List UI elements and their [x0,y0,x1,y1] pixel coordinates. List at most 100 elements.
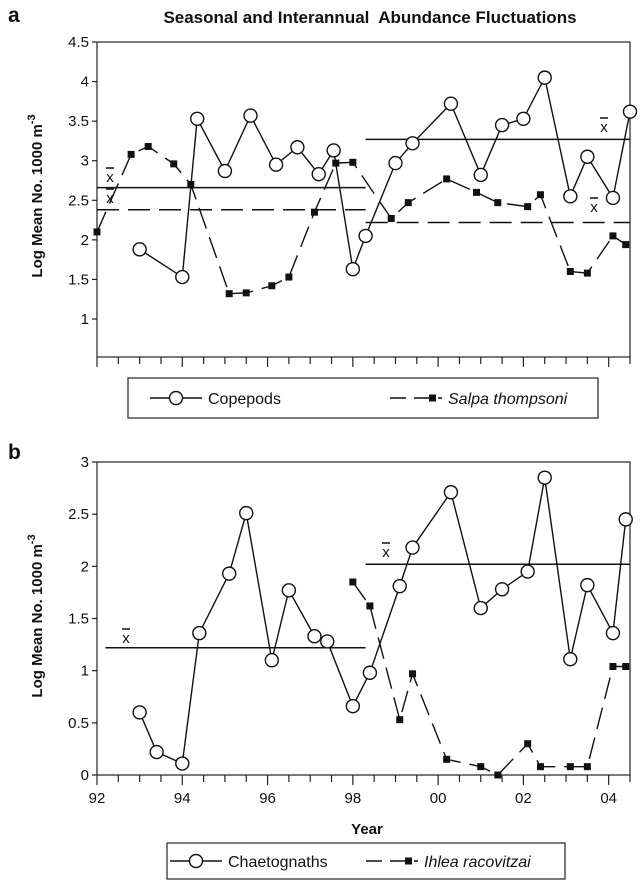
x-tick-label: 02 [515,790,532,807]
data-point [349,158,357,166]
data-point [358,228,373,244]
mean-symbol: x [382,544,390,561]
y-tick-label: 1 [81,663,89,680]
mean-symbol: x [590,199,598,216]
x-tick-label: 04 [600,790,617,807]
data-point [494,582,510,597]
y-axis-label: Log Mean No. 1000 m-3 [26,114,46,277]
x-tick-label: 94 [174,790,191,807]
legend-marker [405,857,412,865]
data-point [170,160,178,168]
data-point [516,111,531,126]
panel-a-letter: a [8,4,20,27]
data-point [264,653,280,668]
y-tick-label: 3.5 [68,113,89,130]
y-tick-label: 0 [81,767,89,784]
data-point [362,665,378,680]
data-point [396,716,404,724]
y-axis-label-text: Log Mean No. 1000 m [29,124,46,277]
data-point [618,512,633,527]
data-point [239,505,254,521]
data-point [524,203,532,211]
data-point [243,108,258,123]
data-point [583,763,591,771]
legend-label: Salpa thompsoni [448,391,568,408]
mean-symbol: x [122,630,130,647]
data-point [622,662,630,670]
data-point [192,625,207,641]
data-point [366,602,374,610]
data-point [580,577,595,593]
data-point [281,583,297,598]
data-point [443,175,451,183]
legend-label: Ihlea racovitzai [424,854,531,871]
data-point [609,232,617,240]
data-point [345,698,361,714]
series-line [139,75,631,279]
plot-frame [96,461,631,776]
data-point [622,104,638,119]
data-point [443,485,459,500]
y-axis-label-superscript: -3 [26,114,38,124]
legend-marker [429,394,436,402]
y-tick-label: 2 [81,232,89,249]
data-point [494,771,502,779]
legend-box [127,377,599,419]
data-point [190,111,205,126]
data-point [566,763,574,771]
figure-title: Seasonal and Interannual Abundance Fluct… [163,8,576,27]
mean-symbol: x [106,169,114,186]
mean-symbol: x [600,119,608,136]
series-line [352,581,626,776]
data-point [175,756,190,771]
data-point [175,269,190,285]
y-tick-label: 1.5 [68,611,89,628]
data-point [409,670,417,678]
data-point [563,651,578,667]
y-tick-label: 1 [81,311,89,328]
series-line [96,145,627,295]
data-point [310,208,318,216]
data-point [290,140,305,155]
x-tick-label: 00 [430,790,447,807]
legend-marker [188,853,204,869]
data-point [566,268,574,276]
data-point [583,269,591,277]
data-point [524,740,532,748]
data-point [93,228,101,236]
panel-a-legend: Copepods Salpa thompsoni [127,377,599,419]
legend-label: Copepods [208,391,281,408]
plot-frame [96,41,631,358]
series-line [138,477,627,765]
data-point [536,191,544,199]
data-point [605,190,621,206]
y-tick-label: 2 [81,558,89,575]
y-tick-label: 4.5 [68,34,89,51]
data-point [405,136,420,151]
x-tick-label: 98 [344,790,361,807]
data-point [132,242,147,257]
data-point [605,625,621,641]
y-tick-label: 3 [81,454,89,471]
data-point [537,70,552,85]
panel-b-letter: b [8,441,21,464]
y-tick-label: 2.5 [68,506,89,523]
data-point [132,705,147,720]
data-point [473,167,488,183]
data-point [326,143,341,158]
y-axis-label-superscript: -3 [26,534,38,544]
legend-marker [168,390,184,406]
data-point [242,289,250,297]
data-point [392,578,407,594]
data-point [221,566,237,581]
data-point [404,199,412,207]
panel-b-legend: Chaetognaths Ihlea racovitzai [166,842,566,880]
y-axis-label: Log Mean No. 1000 m-3 [26,534,46,697]
data-point [477,763,485,771]
data-point [537,470,552,485]
data-point [144,142,152,150]
data-point [609,662,617,670]
data-point [127,150,135,158]
